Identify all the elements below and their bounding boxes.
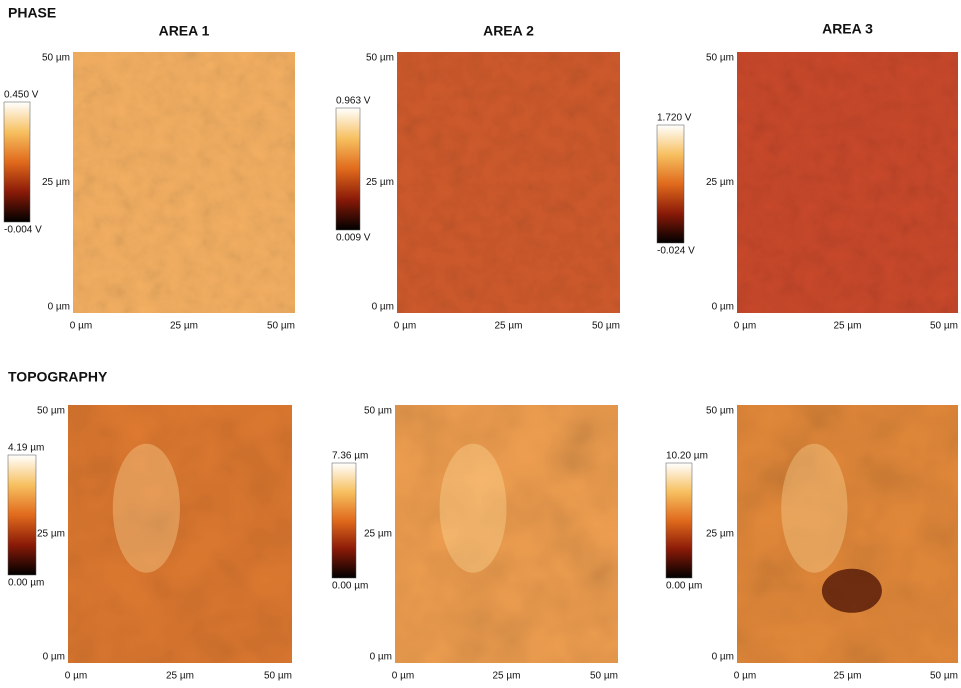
y-tick-label: 0 µm xyxy=(370,652,392,663)
colorbar-max: 1.720 V xyxy=(657,113,692,124)
x-tick-label: 50 µm xyxy=(590,671,618,682)
colorbar xyxy=(332,463,356,578)
x-tick-label: 50 µm xyxy=(267,321,295,332)
y-tick-label: 50 µm xyxy=(706,406,734,417)
y-tick-label: 0 µm xyxy=(48,302,70,313)
colorbar-max: 4.19 µm xyxy=(8,443,44,454)
highlight xyxy=(440,444,507,573)
colorbar-max: 0.963 V xyxy=(336,96,371,107)
y-tick-label: 50 µm xyxy=(37,406,65,417)
x-tick-label: 25 µm xyxy=(170,321,198,332)
y-tick-label: 25 µm xyxy=(37,529,65,540)
colorbar-max: 7.36 µm xyxy=(332,451,368,462)
x-tick-label: 25 µm xyxy=(166,671,194,682)
afm-texture xyxy=(737,52,958,313)
y-tick-label: 50 µm xyxy=(366,53,394,64)
highlight xyxy=(113,444,180,573)
y-tick-label: 0 µm xyxy=(372,302,394,313)
colorbar xyxy=(336,108,360,230)
afm-texture xyxy=(395,405,618,663)
y-tick-label: 25 µm xyxy=(42,177,70,188)
y-tick-label: 0 µm xyxy=(712,652,734,663)
section-label: TOPOGRAPHY xyxy=(8,369,108,385)
y-tick-label: 25 µm xyxy=(364,529,392,540)
colorbar-max: 10.20 µm xyxy=(666,451,708,462)
colorbar-min: -0.024 V xyxy=(657,246,695,257)
x-tick-label: 0 µm xyxy=(70,321,92,332)
afm-texture xyxy=(397,52,620,313)
panel-title: AREA 2 xyxy=(483,23,534,39)
x-tick-label: 25 µm xyxy=(834,321,862,332)
panel-title: AREA 1 xyxy=(159,23,210,39)
colorbar xyxy=(657,125,684,243)
colorbar-max: 0.450 V xyxy=(4,90,39,101)
colorbar-min: 0.00 µm xyxy=(8,578,44,589)
y-tick-label: 25 µm xyxy=(706,177,734,188)
x-tick-label: 25 µm xyxy=(493,671,521,682)
colorbar xyxy=(4,102,30,222)
colorbar xyxy=(8,455,36,575)
y-tick-label: 0 µm xyxy=(712,302,734,313)
x-tick-label: 0 µm xyxy=(394,321,416,332)
colorbar-min: -0.004 V xyxy=(4,225,42,236)
colorbar-min: 0.00 µm xyxy=(332,581,368,592)
panel-title: AREA 3 xyxy=(822,21,873,37)
x-tick-label: 25 µm xyxy=(834,671,862,682)
x-tick-label: 0 µm xyxy=(65,671,87,682)
x-tick-label: 0 µm xyxy=(734,321,756,332)
afm-texture xyxy=(68,405,292,663)
highlight xyxy=(781,444,847,573)
y-tick-label: 25 µm xyxy=(706,529,734,540)
x-tick-label: 50 µm xyxy=(592,321,620,332)
x-tick-label: 0 µm xyxy=(392,671,414,682)
x-tick-label: 0 µm xyxy=(734,671,756,682)
y-tick-label: 50 µm xyxy=(706,53,734,64)
figure: PHASEAREA 150 µm25 µm0 µm0 µm25 µm50 µm0… xyxy=(0,0,961,688)
colorbar-min: 0.009 V xyxy=(336,233,371,244)
section-label: PHASE xyxy=(8,5,56,21)
x-tick-label: 50 µm xyxy=(930,671,958,682)
y-tick-label: 0 µm xyxy=(43,652,65,663)
dark-spot xyxy=(822,569,882,613)
colorbar xyxy=(666,463,692,578)
x-tick-label: 50 µm xyxy=(930,321,958,332)
y-tick-label: 25 µm xyxy=(366,177,394,188)
x-tick-label: 50 µm xyxy=(264,671,292,682)
y-tick-label: 50 µm xyxy=(42,53,70,64)
afm-texture xyxy=(737,405,958,663)
y-tick-label: 50 µm xyxy=(364,406,392,417)
afm-texture xyxy=(73,52,295,313)
colorbar-min: 0.00 µm xyxy=(666,581,702,592)
x-tick-label: 25 µm xyxy=(495,321,523,332)
